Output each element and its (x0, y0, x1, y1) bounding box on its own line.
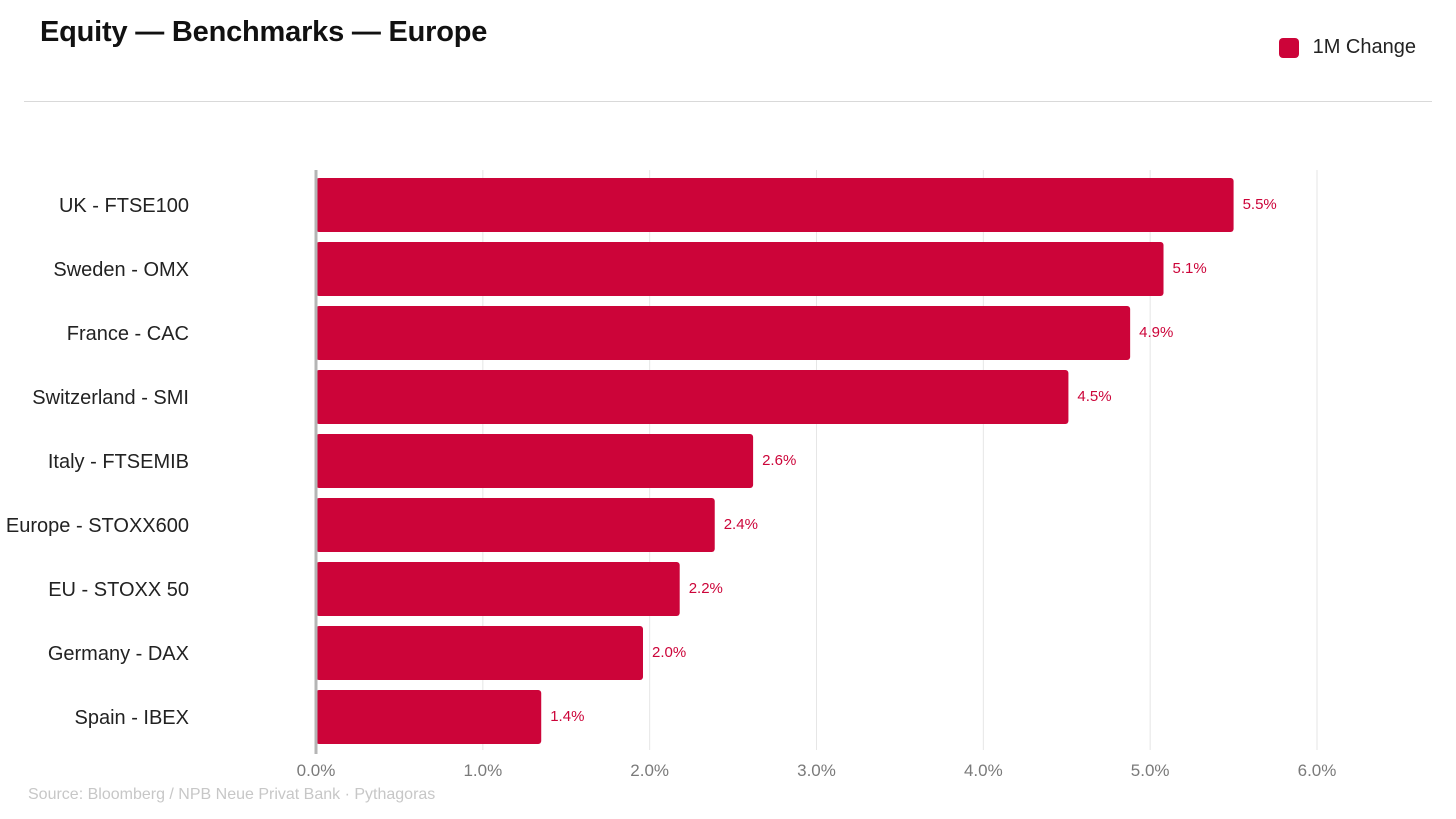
x-tick-label: 2.0% (630, 761, 669, 780)
x-tick-label: 4.0% (964, 761, 1003, 780)
bar (316, 242, 1164, 296)
category-label: Switzerland - SMI (32, 387, 189, 409)
x-tick-label: 6.0% (1298, 761, 1337, 780)
bar (316, 690, 542, 744)
category-label: France - CAC (67, 323, 189, 345)
bar (316, 498, 715, 552)
header-divider (24, 101, 1432, 102)
data-label: 4.9% (1139, 324, 1173, 341)
data-label: 5.5% (1243, 196, 1277, 213)
bar (316, 306, 1131, 360)
category-label: Italy - FTSEMIB (48, 451, 189, 473)
category-label: Sweden - OMX (53, 259, 189, 281)
bar (316, 370, 1069, 424)
bar (316, 434, 754, 488)
chart-title: Equity — Benchmarks — Europe (40, 16, 488, 48)
data-label: 2.6% (762, 452, 796, 469)
data-label: 2.0% (652, 644, 686, 661)
data-label: 4.5% (1077, 388, 1111, 405)
category-label: Europe - STOXX600 (6, 515, 189, 537)
data-label: 2.4% (724, 516, 758, 533)
x-tick-label: 5.0% (1131, 761, 1170, 780)
data-label: 2.2% (689, 580, 723, 597)
data-label: 5.1% (1173, 260, 1207, 277)
category-label: EU - STOXX 50 (48, 579, 189, 601)
legend-label: 1M Change (1312, 36, 1416, 58)
category-label: Germany - DAX (48, 643, 189, 665)
x-tick-label: 1.0% (463, 761, 502, 780)
legend-swatch (1278, 37, 1299, 58)
bar (316, 562, 680, 616)
data-label: 1.4% (550, 708, 584, 725)
legend: 1M Change (1278, 36, 1416, 59)
x-tick-label: 3.0% (797, 761, 836, 780)
category-label: Spain - IBEX (74, 707, 189, 729)
bar (316, 626, 643, 680)
x-tick-label: 0.0% (297, 761, 336, 780)
bar (316, 178, 1234, 232)
source-note: Source: Bloomberg / NPB Neue Privat Bank… (28, 786, 436, 803)
category-label: UK - FTSE100 (59, 195, 189, 217)
